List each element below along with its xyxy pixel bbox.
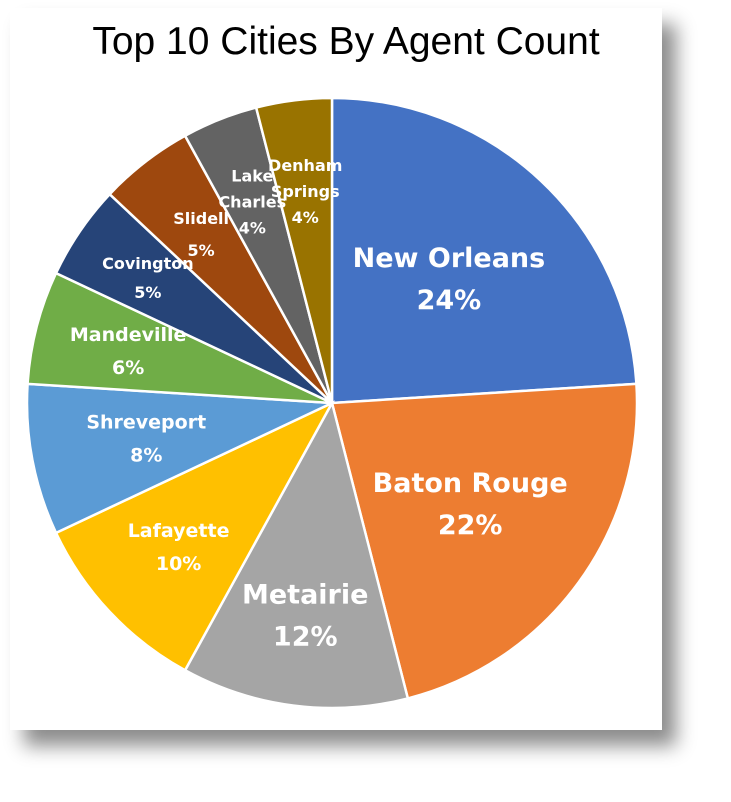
chart-title: Top 10 Cities By Agent Count bbox=[92, 20, 600, 63]
pie-slice-new-orleans bbox=[330, 96, 638, 405]
slice-label-new-orleans: New Orleans 24% bbox=[353, 243, 546, 316]
pie-slice-metairie bbox=[183, 399, 410, 710]
pie-slice-lafayette bbox=[54, 400, 335, 672]
slice-label-slidell: Slidell 5% bbox=[173, 209, 229, 260]
pie-slice-baton-rouge bbox=[330, 382, 639, 700]
slice-label-shreveport: Shreveport 8% bbox=[86, 412, 206, 467]
pie-slice-denham-springs bbox=[254, 96, 334, 404]
slice-label-lafayette: Lafayette 10% bbox=[128, 520, 230, 575]
slice-label-lake-charles: Lake Charles 4% bbox=[218, 166, 286, 237]
slice-label-baton-rouge: Baton Rouge 22% bbox=[373, 468, 568, 541]
slice-label-covington: Covington 5% bbox=[102, 254, 194, 302]
slice-label-denham-springs: Denham Springs 4% bbox=[268, 156, 342, 227]
slice-label-metairie: Metairie 12% bbox=[242, 579, 368, 652]
pie-slice-shreveport bbox=[25, 382, 333, 535]
slice-label-mandeville: Mandeville 6% bbox=[70, 324, 187, 379]
